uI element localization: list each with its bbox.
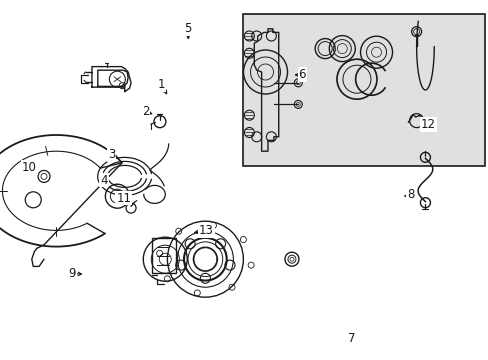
Text: 1: 1 [157,78,165,91]
Text: 7: 7 [347,332,355,345]
Text: 8: 8 [406,188,414,201]
Text: 9: 9 [68,267,76,280]
Text: 6: 6 [298,68,305,81]
Text: 13: 13 [199,224,213,237]
Text: 4: 4 [100,174,108,186]
Text: 2: 2 [142,105,149,118]
Text: 3: 3 [107,148,115,161]
Text: 11: 11 [116,192,131,204]
Bar [151,238,176,273]
Text: 5: 5 [184,22,192,35]
Text: 10: 10 [22,161,37,174]
Text: 12: 12 [420,118,435,131]
Polygon shape [243,14,484,166]
